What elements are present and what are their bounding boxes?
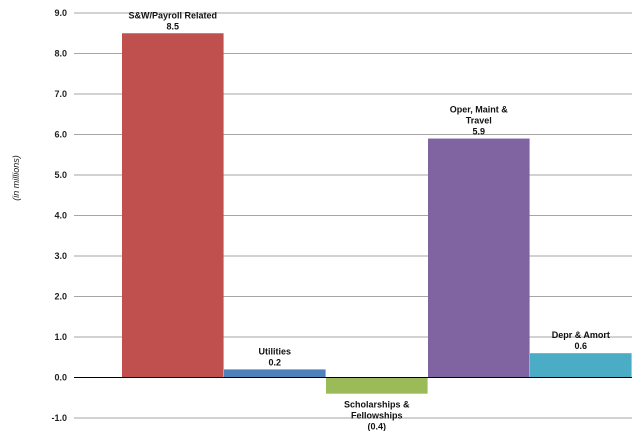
y-tick-label: 2.0: [54, 292, 67, 302]
y-axis-ticks: -1.0 0.0 1.0 2.0 3.0 4.0 5.0 6.0 7.0 8.0 9.0: [51, 8, 67, 423]
bar: [530, 353, 632, 378]
value-label: (0.4): [368, 422, 387, 431]
category-label: Depr & Amort: [552, 330, 610, 340]
category-label: Fellowships: [351, 411, 403, 421]
value-label: 8.5: [167, 21, 180, 31]
y-tick-label: 8.0: [54, 49, 67, 59]
value-label: 0.2: [269, 357, 282, 367]
y-tick-label: 6.0: [54, 130, 67, 140]
bar: [224, 369, 326, 378]
y-tick-label: -1.0: [51, 413, 67, 423]
bar: [428, 138, 530, 378]
bar: [122, 33, 224, 378]
y-tick-label: 7.0: [54, 89, 67, 99]
value-label: 5.9: [473, 127, 486, 137]
y-tick-label: 3.0: [54, 251, 67, 261]
category-label: Travel: [466, 116, 492, 126]
category-label: Scholarships &: [344, 400, 410, 410]
value-label: 0.6: [575, 341, 588, 351]
bar: [326, 377, 428, 394]
y-axis-label: (in millions): [11, 155, 21, 201]
y-tick-label: 9.0: [54, 8, 67, 18]
category-label: Oper, Maint &: [450, 105, 509, 115]
category-label: Utilities: [259, 346, 292, 356]
bars: [122, 33, 632, 394]
y-tick-label: 5.0: [54, 170, 67, 180]
category-label: S&W/Payroll Related: [129, 10, 218, 20]
y-tick-label: 4.0: [54, 211, 67, 221]
y-tick-label: 0.0: [54, 373, 67, 383]
y-tick-label: 1.0: [54, 332, 67, 342]
